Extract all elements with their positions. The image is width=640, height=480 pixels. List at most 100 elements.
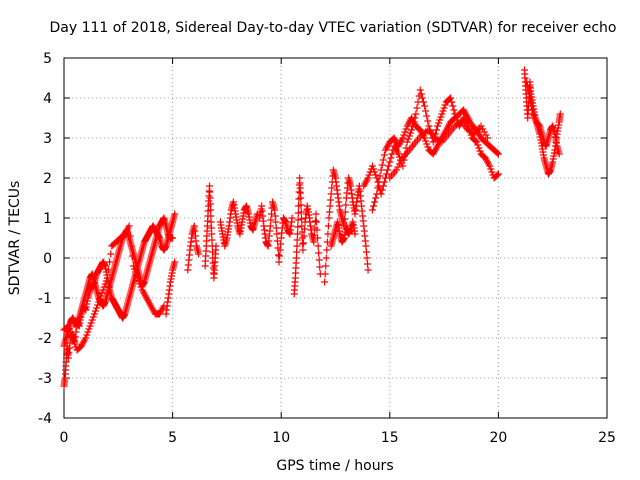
data-point-marker xyxy=(436,116,444,124)
data-point-marker xyxy=(378,161,386,169)
data-point-marker xyxy=(86,322,94,330)
data-point-marker xyxy=(69,334,77,342)
data-point-marker xyxy=(405,132,413,140)
y-tick-label: 5 xyxy=(43,51,52,67)
x-tick-label: 25 xyxy=(598,430,616,446)
data-point-marker xyxy=(374,184,382,192)
data-point-marker xyxy=(379,156,387,164)
data-point-marker xyxy=(288,214,296,222)
data-point-marker xyxy=(422,107,430,115)
data-point-marker xyxy=(299,240,307,248)
data-point-marker xyxy=(487,165,495,173)
data-point-marker xyxy=(126,232,134,240)
data-point-marker xyxy=(94,301,102,309)
data-point-marker xyxy=(292,254,300,262)
data-point-marker xyxy=(385,162,393,170)
data-point-marker xyxy=(312,218,320,226)
data-point-marker xyxy=(273,237,281,245)
data-point-marker xyxy=(449,102,457,110)
data-point-marker xyxy=(341,208,349,216)
data-point-marker xyxy=(195,250,203,258)
data-point-marker xyxy=(494,170,502,178)
data-point-marker xyxy=(406,129,414,137)
data-point-marker xyxy=(98,289,106,297)
data-point-marker xyxy=(137,283,145,291)
data-point-marker xyxy=(440,104,448,112)
data-point-marker xyxy=(293,230,301,238)
data-point-marker xyxy=(277,240,285,248)
data-point-marker xyxy=(555,150,563,158)
data-point-marker xyxy=(294,209,302,217)
data-point-marker xyxy=(327,190,335,198)
data-point-marker xyxy=(423,112,431,120)
data-point-marker xyxy=(294,216,302,224)
data-point-marker xyxy=(312,210,320,218)
data-point-marker xyxy=(476,147,484,155)
y-axis-label: SDTVAR / TECUs xyxy=(7,181,23,296)
data-point-marker xyxy=(321,278,329,286)
data-point-marker xyxy=(475,144,483,152)
data-point-marker xyxy=(324,222,332,230)
data-point-marker xyxy=(272,224,280,232)
data-point-marker xyxy=(88,316,96,324)
data-point-marker xyxy=(494,150,502,158)
data-point-marker xyxy=(437,113,445,121)
data-point-marker xyxy=(293,242,301,250)
data-point-marker xyxy=(418,94,426,102)
data-point-marker xyxy=(384,166,392,174)
data-point-marker xyxy=(169,234,177,242)
data-point-marker xyxy=(271,206,279,214)
data-point-marker xyxy=(528,102,536,110)
data-point-marker xyxy=(362,242,370,250)
data-point-marker xyxy=(107,250,115,258)
data-points xyxy=(60,66,564,390)
data-point-marker xyxy=(404,135,412,143)
data-point-marker xyxy=(91,307,99,315)
data-point-marker xyxy=(93,304,101,312)
data-point-marker xyxy=(421,102,429,110)
data-point-marker xyxy=(105,266,113,274)
data-point-marker xyxy=(314,242,322,250)
data-point-marker xyxy=(101,280,109,288)
data-point-marker xyxy=(71,340,79,348)
data-point-marker xyxy=(488,168,496,176)
data-point-marker xyxy=(402,125,410,133)
data-point-marker xyxy=(372,194,380,202)
data-point-marker xyxy=(422,137,430,145)
data-point-marker xyxy=(456,119,464,127)
data-point-marker xyxy=(326,202,334,210)
y-tick-label: 4 xyxy=(43,91,52,107)
data-point-marker xyxy=(133,271,141,279)
data-point-marker xyxy=(276,246,284,254)
data-point-marker xyxy=(363,254,371,262)
data-point-marker xyxy=(297,208,305,216)
data-point-marker xyxy=(472,137,480,145)
data-point-marker xyxy=(394,163,402,171)
data-point-marker xyxy=(368,162,376,170)
data-point-marker xyxy=(486,162,494,170)
data-point-marker xyxy=(482,131,490,139)
data-point-marker xyxy=(479,125,487,133)
data-point-marker xyxy=(434,122,442,130)
data-point-marker xyxy=(351,230,359,238)
data-point-marker xyxy=(523,78,531,86)
data-point-marker xyxy=(134,274,142,282)
data-point-marker xyxy=(388,150,396,158)
data-point-marker xyxy=(273,230,281,238)
data-point-marker xyxy=(313,226,321,234)
data-point-marker xyxy=(206,188,214,196)
data-point-marker xyxy=(429,138,437,146)
data-point-marker xyxy=(424,143,432,151)
data-point-marker xyxy=(364,266,372,274)
x-axis-label: GPS time / hours xyxy=(276,458,393,474)
data-point-marker xyxy=(525,90,533,98)
data-point-marker xyxy=(99,286,107,294)
data-point-marker xyxy=(373,190,381,198)
data-point-marker xyxy=(364,174,372,182)
data-point-marker xyxy=(400,131,408,139)
data-point-marker xyxy=(274,251,282,259)
data-point-marker xyxy=(64,322,72,330)
data-point-marker xyxy=(300,232,308,240)
data-point-marker xyxy=(419,98,427,106)
data-point-marker xyxy=(311,217,319,225)
